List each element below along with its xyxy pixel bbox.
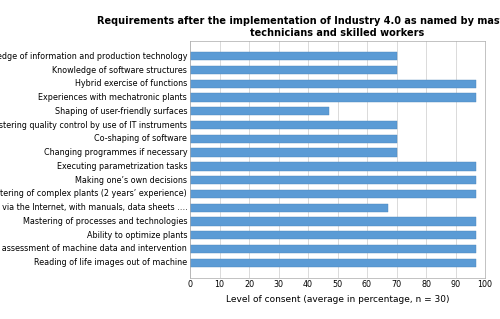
Bar (190, 93, 476, 102)
Bar (190, 231, 476, 239)
Bar (190, 245, 476, 253)
Bar (190, 162, 476, 170)
Bar (190, 107, 328, 115)
Bar (190, 135, 396, 143)
Bar (190, 121, 396, 129)
Bar (190, 217, 476, 226)
Bar (190, 66, 396, 74)
Bar (190, 52, 396, 61)
Title: Requirements after the implementation of Industry 4.0 as named by master craftsm: Requirements after the implementation of… (97, 16, 500, 38)
Bar (190, 149, 396, 157)
Bar (190, 190, 476, 198)
Bar (190, 258, 476, 267)
X-axis label: Level of consent (average in percentage, n = 30): Level of consent (average in percentage,… (226, 295, 449, 304)
Bar (190, 176, 476, 184)
Bar (190, 204, 388, 212)
Bar (190, 80, 476, 88)
